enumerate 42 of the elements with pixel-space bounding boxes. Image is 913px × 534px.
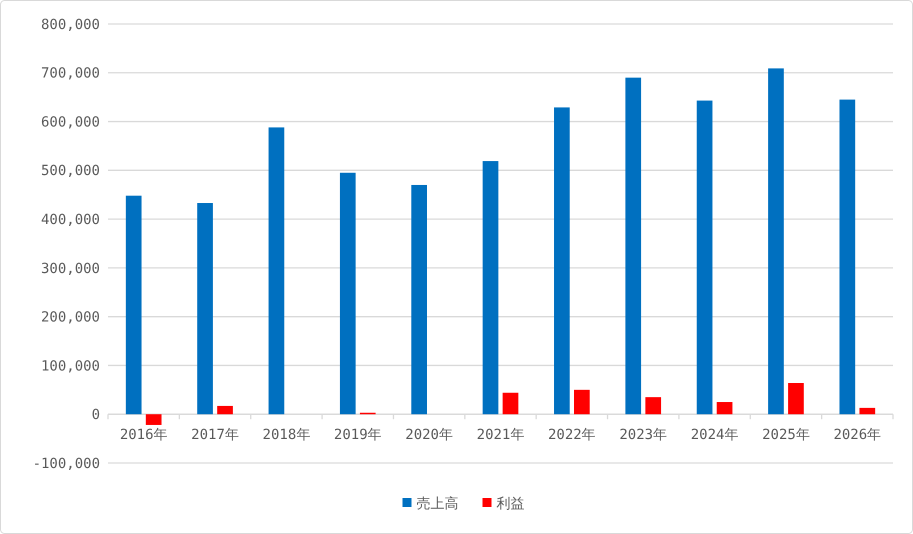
bar [696,100,712,414]
y-tick-label: 200,000 [40,310,100,326]
x-tick-label: 2017年 [191,427,239,444]
y-tick-label: 600,000 [40,114,100,130]
x-tick-label: 2021年 [476,427,524,444]
bar [126,196,142,414]
y-tick-label: 500,000 [40,163,100,180]
bar [768,68,784,414]
x-tick-label: 2026年 [833,427,882,444]
bar [340,172,356,414]
x-tick-label: 2018年 [262,427,310,444]
y-tick-label: 300,000 [40,260,100,277]
bar [268,127,284,414]
bar [146,414,162,425]
x-tick-label: 2024年 [690,427,738,444]
y-tick-label: 100,000 [40,358,100,374]
y-tick-label: 0 [92,407,100,424]
bar [217,406,233,414]
y-tick-label: 400,000 [40,212,100,228]
x-tick-label: 2025年 [762,427,810,444]
bar [625,78,642,414]
x-tick-label: 2023年 [619,427,668,444]
bar [197,203,213,414]
x-tick-label: 2020年 [405,427,453,444]
bar [502,392,518,414]
x-tick-label: 2022年 [548,427,596,444]
bar [859,408,876,414]
x-tick-label: 2019年 [334,427,382,444]
y-tick-label: 800,000 [40,16,100,33]
y-tick-label: -100,000 [32,456,100,472]
legend-label: 売上高 [416,496,458,512]
bar [645,397,662,414]
bar [839,100,856,414]
legend-label: 利益 [496,496,524,512]
bar [554,107,570,414]
bar [574,390,590,414]
bar [482,161,498,414]
y-tick-label: 700,000 [40,66,100,82]
bar [411,184,427,414]
bar [788,383,804,414]
x-tick-label: 2016年 [120,427,168,444]
bar [716,402,732,414]
